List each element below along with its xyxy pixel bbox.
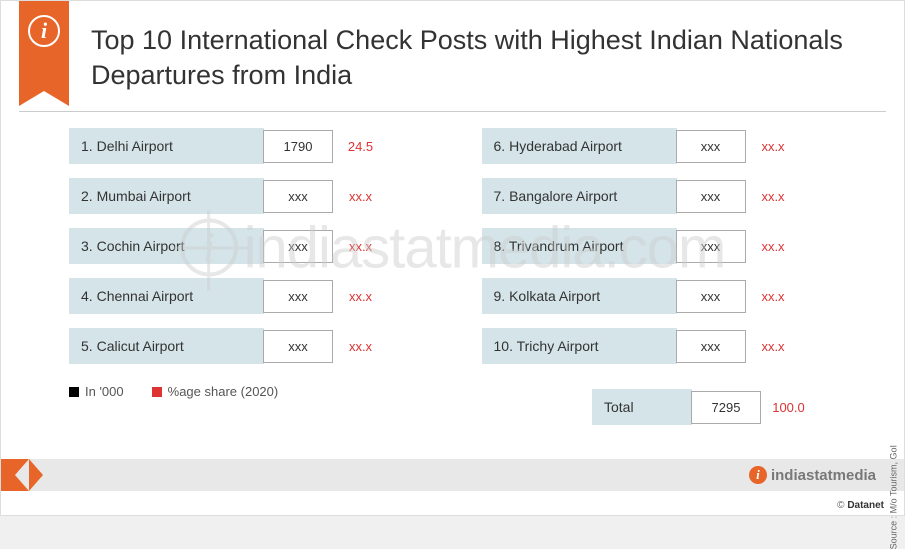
pct-cell: xx.x: [746, 179, 801, 214]
value-cell: xxx: [676, 330, 746, 363]
pct-cell: xx.x: [746, 279, 801, 314]
pct-cell: xx.x: [333, 179, 388, 214]
divider: [19, 111, 886, 112]
legend-share: %age share (2020): [152, 384, 279, 399]
table-row: 1. Delhi Airport 1790 24.5: [69, 126, 442, 166]
table-row: 8. Trivandrum Airport xxx xx.x: [482, 226, 855, 266]
value-cell: xxx: [676, 180, 746, 213]
data-columns: 1. Delhi Airport 1790 24.5 2. Mumbai Air…: [1, 126, 904, 376]
airport-label: 4. Chennai Airport: [69, 278, 264, 314]
value-cell: xxx: [263, 230, 333, 263]
table-row: 5. Calicut Airport xxx xx.x: [69, 326, 442, 366]
airport-label: 8. Trivandrum Airport: [482, 228, 677, 264]
pct-cell: xx.x: [746, 129, 801, 164]
value-cell: xxx: [676, 130, 746, 163]
legend-square-red: [152, 387, 162, 397]
credit: © Datanet: [837, 500, 884, 511]
source-text: Source : M/o Tourism, GoI: [888, 445, 898, 549]
pct-cell: xx.x: [746, 229, 801, 264]
footer-content: i indiastatmedia: [29, 459, 904, 491]
pct-cell: xx.x: [333, 229, 388, 264]
table-row: 9. Kolkata Airport xxx xx.x: [482, 276, 855, 316]
airport-label: 1. Delhi Airport: [69, 128, 264, 164]
airport-label: 3. Cochin Airport: [69, 228, 264, 264]
table-row: 6. Hyderabad Airport xxx xx.x: [482, 126, 855, 166]
total-label: Total: [592, 389, 692, 425]
value-cell: xxx: [263, 280, 333, 313]
footer-logo: i indiastatmedia: [749, 466, 876, 484]
total-value: 7295: [691, 391, 761, 424]
left-column: 1. Delhi Airport 1790 24.5 2. Mumbai Air…: [69, 126, 442, 376]
value-cell: xxx: [263, 330, 333, 363]
pct-cell: xx.x: [333, 329, 388, 364]
table-row: 4. Chennai Airport xxx xx.x: [69, 276, 442, 316]
value-cell: xxx: [676, 230, 746, 263]
total-row: Total 7295 100.0: [592, 387, 816, 427]
table-row: 3. Cochin Airport xxx xx.x: [69, 226, 442, 266]
pct-cell: xx.x: [746, 329, 801, 364]
ribbon-badge: i: [19, 1, 69, 91]
airport-label: 9. Kolkata Airport: [482, 278, 677, 314]
page-title: Top 10 International Check Posts with Hi…: [91, 23, 864, 93]
total-pct: 100.0: [761, 390, 816, 425]
footer-bar: i indiastatmedia: [1, 459, 904, 491]
value-cell: xxx: [676, 280, 746, 313]
table-row: 2. Mumbai Airport xxx xx.x: [69, 176, 442, 216]
right-column: 6. Hyderabad Airport xxx xx.x 7. Bangalo…: [482, 126, 855, 376]
info-icon: i: [28, 15, 60, 47]
airport-label: 7. Bangalore Airport: [482, 178, 677, 214]
footer-brand: indiastatmedia: [771, 467, 876, 484]
table-row: 10. Trichy Airport xxx xx.x: [482, 326, 855, 366]
airport-label: 5. Calicut Airport: [69, 328, 264, 364]
pct-cell: xx.x: [333, 279, 388, 314]
airport-label: 2. Mumbai Airport: [69, 178, 264, 214]
infographic-container: i Top 10 International Check Posts with …: [0, 0, 905, 516]
value-cell: 1790: [263, 130, 333, 163]
table-row: 7. Bangalore Airport xxx xx.x: [482, 176, 855, 216]
legend-square-black: [69, 387, 79, 397]
airport-label: 10. Trichy Airport: [482, 328, 677, 364]
pct-cell: 24.5: [333, 129, 388, 164]
airport-label: 6. Hyderabad Airport: [482, 128, 677, 164]
value-cell: xxx: [263, 180, 333, 213]
header: Top 10 International Check Posts with Hi…: [1, 1, 904, 111]
legend-unit: In '000: [69, 384, 124, 399]
footer-logo-icon: i: [749, 466, 767, 484]
